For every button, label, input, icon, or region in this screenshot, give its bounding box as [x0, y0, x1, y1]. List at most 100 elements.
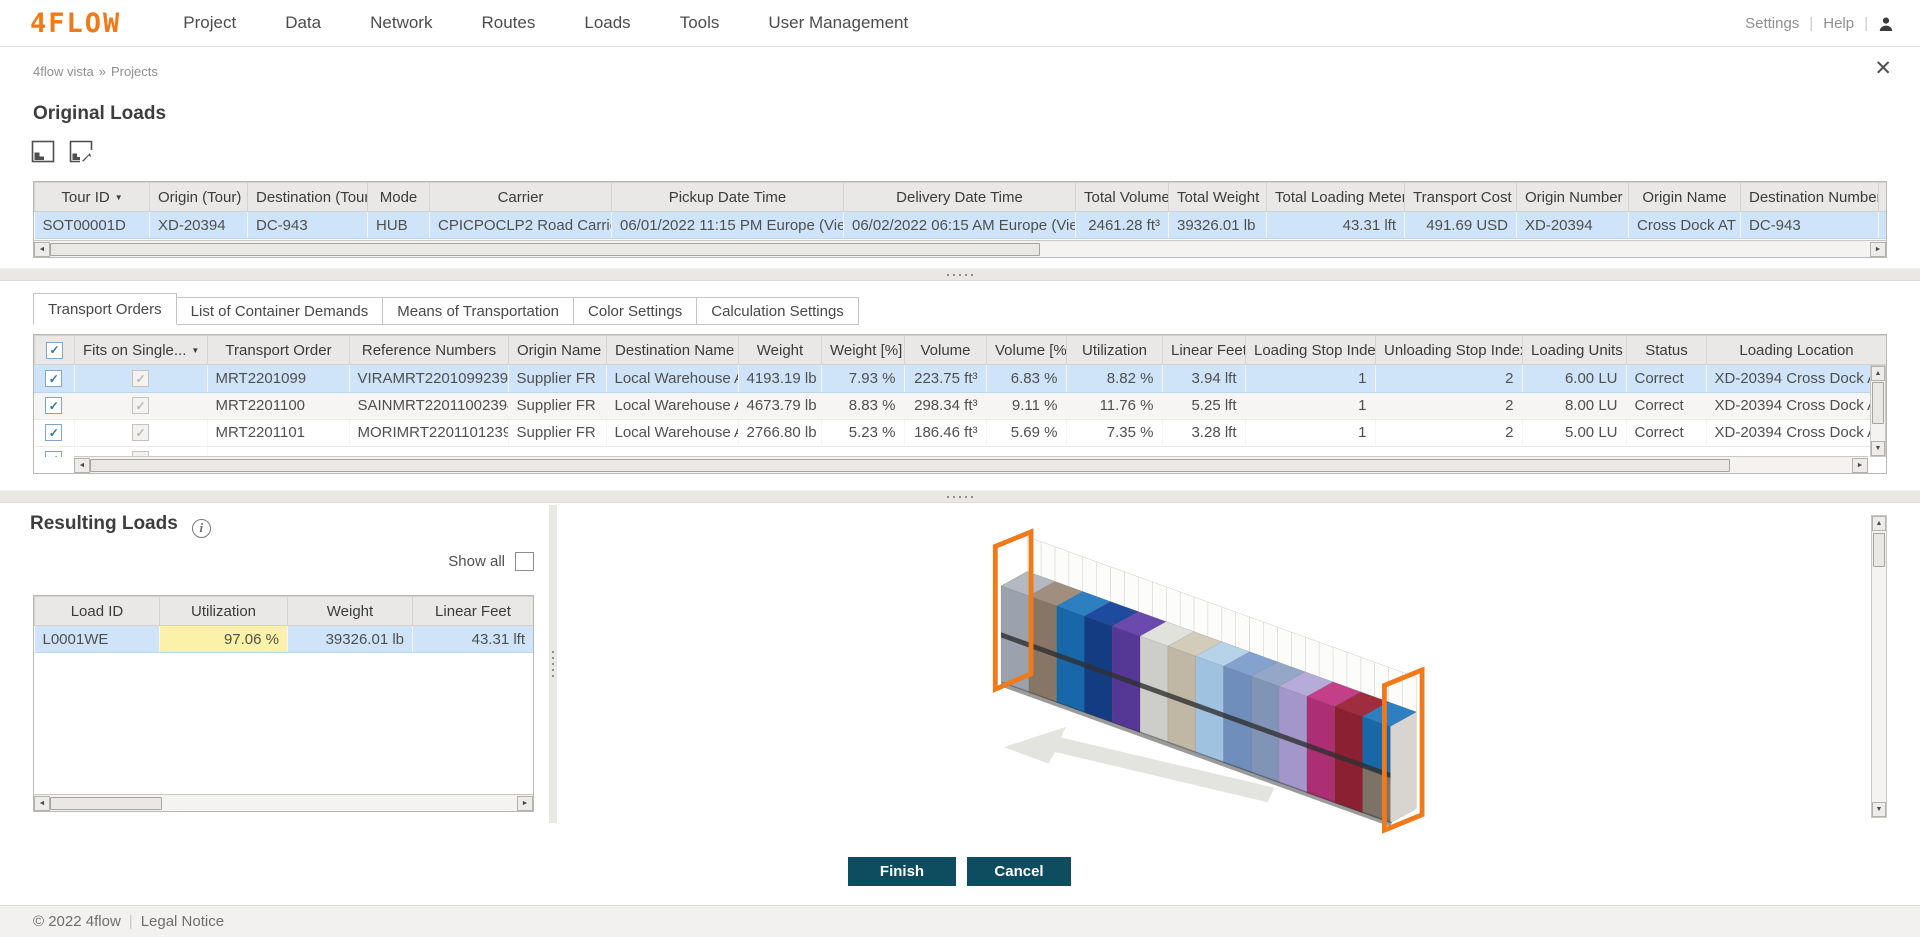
splitter-handle[interactable]	[0, 268, 1920, 281]
scroll-left-icon[interactable]: ◄	[34, 795, 50, 811]
breadcrumb-root[interactable]: 4flow vista	[33, 64, 94, 79]
table-row-partial[interactable]: ✓ ✓	[34, 446, 1886, 457]
col-weight[interactable]: Weight	[287, 596, 413, 626]
close-icon[interactable]: ✕	[1874, 57, 1892, 80]
load-plan-icon[interactable]	[31, 140, 55, 163]
vertical-scrollbar[interactable]: ▲ ▼	[1870, 365, 1886, 457]
col-unloading-stop-index[interactable]: Unloading Stop Index	[1375, 335, 1523, 365]
scroll-right-icon[interactable]: ►	[517, 795, 533, 811]
col-total-volume[interactable]: Total Volume	[1075, 182, 1169, 212]
nav-item-routes[interactable]: Routes	[481, 13, 536, 32]
col-tour-id[interactable]: Tour ID ▼	[34, 182, 150, 212]
nav-item-user-management[interactable]: User Management	[768, 13, 909, 32]
col-carrier[interactable]: Carrier	[429, 182, 612, 212]
col-mode[interactable]: Mode	[367, 182, 430, 212]
col-weight-pct[interactable]: Weight [%]	[821, 335, 905, 365]
scrollbar-thumb[interactable]	[50, 242, 1040, 256]
cell: 9.11 %	[986, 392, 1067, 420]
vertical-scrollbar[interactable]: ▲ ▼	[1871, 515, 1887, 818]
tab-transport-orders[interactable]: Transport Orders	[33, 293, 177, 325]
scrollbar-thumb[interactable]	[50, 796, 162, 810]
load-3d-visualization[interactable]	[948, 490, 1508, 851]
col-status[interactable]: Status	[1626, 335, 1707, 365]
settings-link[interactable]: Settings	[1745, 15, 1800, 32]
tab-means-of-transportation[interactable]: Means of Transportation	[383, 297, 575, 325]
col-destination-number[interactable]: Destination Number	[1740, 182, 1879, 212]
select-all-checkbox[interactable]: ✓	[46, 341, 63, 359]
tab-calculation-settings[interactable]: Calculation Settings	[697, 297, 859, 325]
nav-item-network[interactable]: Network	[370, 13, 433, 32]
nav-item-tools[interactable]: Tools	[679, 13, 720, 32]
splitter-handle[interactable]	[0, 490, 1920, 503]
help-link[interactable]: Help	[1823, 15, 1855, 32]
col-destination-name[interactable]: Destination Name	[606, 335, 739, 365]
horizontal-scrollbar[interactable]: ◄ ►	[74, 456, 1868, 473]
scrollbar-thumb[interactable]	[90, 458, 1730, 472]
cell: 5.69 %	[986, 419, 1067, 447]
col-weight[interactable]: Weight	[738, 335, 822, 365]
splitter-handle[interactable]	[549, 505, 557, 823]
user-icon[interactable]	[1878, 16, 1894, 32]
scrollbar-thumb[interactable]	[1872, 382, 1884, 424]
scroll-right-icon[interactable]: ►	[1870, 241, 1886, 257]
scroll-up-icon[interactable]: ▲	[1871, 366, 1885, 381]
row-checkbox[interactable]: ✓	[45, 370, 63, 388]
col-total-loading-meters[interactable]: Total Loading Meters	[1266, 182, 1405, 212]
col-linear-feet[interactable]: Linear Feet	[1162, 335, 1246, 365]
finish-button[interactable]: Finish	[848, 857, 956, 886]
nav-item-project[interactable]: Project	[183, 13, 237, 32]
table-row[interactable]: ✓ ✓ MRT2201101 MORIMRT2201101239432 Supp…	[34, 419, 1886, 447]
col-linear-feet[interactable]: Linear Feet	[412, 596, 533, 626]
col-fits-on-single[interactable]: Fits on Single... ▼	[74, 335, 208, 365]
col-loading-stop-index[interactable]: Loading Stop Index	[1245, 335, 1376, 365]
tab-container-demands[interactable]: List of Container Demands	[176, 297, 384, 325]
scroll-right-icon[interactable]: ►	[1852, 457, 1868, 473]
col-loading-units[interactable]: Loading Units	[1522, 335, 1627, 365]
row-checkbox[interactable]: ✓	[45, 424, 63, 442]
col-pickup[interactable]: Pickup Date Time	[611, 182, 844, 212]
horizontal-scrollbar[interactable]: ◄ ►	[34, 240, 1886, 257]
col-utilization[interactable]: Utilization	[1066, 335, 1163, 365]
scroll-down-icon[interactable]: ▼	[1871, 441, 1885, 456]
scroll-left-icon[interactable]: ◄	[34, 241, 50, 257]
col-load-id[interactable]: Load ID	[34, 596, 160, 626]
row-checkbox[interactable]: ✓	[45, 451, 63, 457]
col-utilization[interactable]: Utilization	[159, 596, 288, 626]
cell: 223.75 ft³	[904, 365, 987, 393]
col-transport-cost[interactable]: Transport Cost	[1404, 182, 1517, 212]
col-origin-number[interactable]: Origin Number	[1516, 182, 1629, 212]
cell: 7.93 %	[821, 365, 905, 393]
cell: MORIMRT2201101239432	[349, 419, 509, 447]
row-checkbox[interactable]: ✓	[45, 397, 63, 415]
scroll-down-icon[interactable]: ▼	[1872, 802, 1886, 817]
col-select-all[interactable]: ✓	[34, 335, 75, 365]
tab-color-settings[interactable]: Color Settings	[574, 297, 698, 325]
col-destination-tour[interactable]: Destination (Tour)	[247, 182, 368, 212]
legal-notice-link[interactable]: Legal Notice	[140, 913, 225, 930]
col-origin-name[interactable]: Origin Name	[1628, 182, 1741, 212]
scroll-up-icon[interactable]: ▲	[1872, 516, 1886, 531]
col-delivery[interactable]: Delivery Date Time	[843, 182, 1076, 212]
table-row[interactable]: ✓ ✓ MRT2201099 VIRAMRT2201099239432 Supp…	[34, 365, 1886, 393]
table-row[interactable]: L0001WE 97.06 % 39326.01 lb 43.31 lft	[34, 625, 533, 653]
col-transport-order[interactable]: Transport Order	[207, 335, 350, 365]
scrollbar-thumb[interactable]	[1873, 533, 1885, 567]
col-origin-name[interactable]: Origin Name	[508, 335, 607, 365]
scroll-left-icon[interactable]: ◄	[74, 457, 90, 473]
col-reference-numbers[interactable]: Reference Numbers	[349, 335, 509, 365]
nav-item-loads[interactable]: Loads	[584, 13, 631, 32]
edit-load-icon[interactable]	[69, 140, 93, 163]
cancel-button[interactable]: Cancel	[967, 857, 1071, 886]
table-row[interactable]: SOT00001D XD-20394 DC-943 HUB CPICPOCLP2…	[34, 211, 1886, 239]
nav-item-data[interactable]: Data	[285, 13, 322, 32]
horizontal-scrollbar[interactable]: ◄ ►	[34, 794, 533, 811]
col-destination-name[interactable]: Destination Name	[1878, 182, 1886, 212]
col-total-weight[interactable]: Total Weight	[1168, 182, 1267, 212]
show-all-checkbox[interactable]: ✓	[515, 552, 534, 571]
col-loading-location[interactable]: Loading Location	[1706, 335, 1886, 365]
col-volume-pct[interactable]: Volume [%]	[986, 335, 1067, 365]
col-volume[interactable]: Volume	[904, 335, 987, 365]
info-icon[interactable]: i	[191, 518, 211, 538]
table-row[interactable]: ✓ ✓ MRT2201100 SAINMRT2201100239435 Supp…	[34, 392, 1886, 420]
col-origin-tour[interactable]: Origin (Tour)	[149, 182, 248, 212]
